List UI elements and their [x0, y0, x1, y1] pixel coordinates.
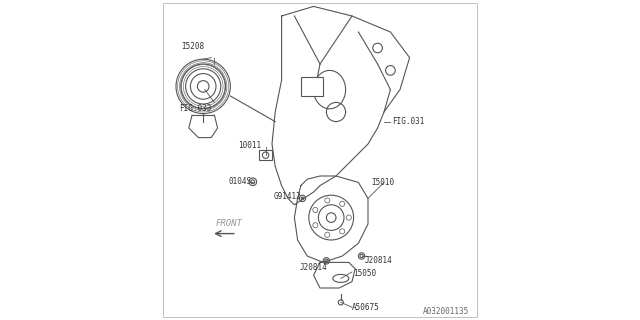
- FancyBboxPatch shape: [301, 77, 323, 96]
- Ellipse shape: [314, 70, 346, 109]
- Text: 0104S: 0104S: [229, 177, 252, 186]
- Text: J20814: J20814: [365, 256, 392, 265]
- Text: FIG.031: FIG.031: [392, 117, 424, 126]
- Text: A50675: A50675: [352, 303, 380, 312]
- Text: I5208: I5208: [181, 42, 204, 51]
- Text: A032001135: A032001135: [422, 308, 468, 316]
- Text: I5010: I5010: [371, 178, 394, 187]
- Text: G91412: G91412: [274, 192, 301, 201]
- FancyBboxPatch shape: [259, 150, 272, 160]
- Text: 10011: 10011: [239, 141, 262, 150]
- Text: FIG.033: FIG.033: [179, 104, 212, 113]
- Text: FRONT: FRONT: [216, 220, 243, 228]
- FancyBboxPatch shape: [163, 3, 477, 317]
- Ellipse shape: [333, 275, 349, 283]
- Text: 15050: 15050: [354, 269, 377, 278]
- Text: J20814: J20814: [300, 263, 327, 272]
